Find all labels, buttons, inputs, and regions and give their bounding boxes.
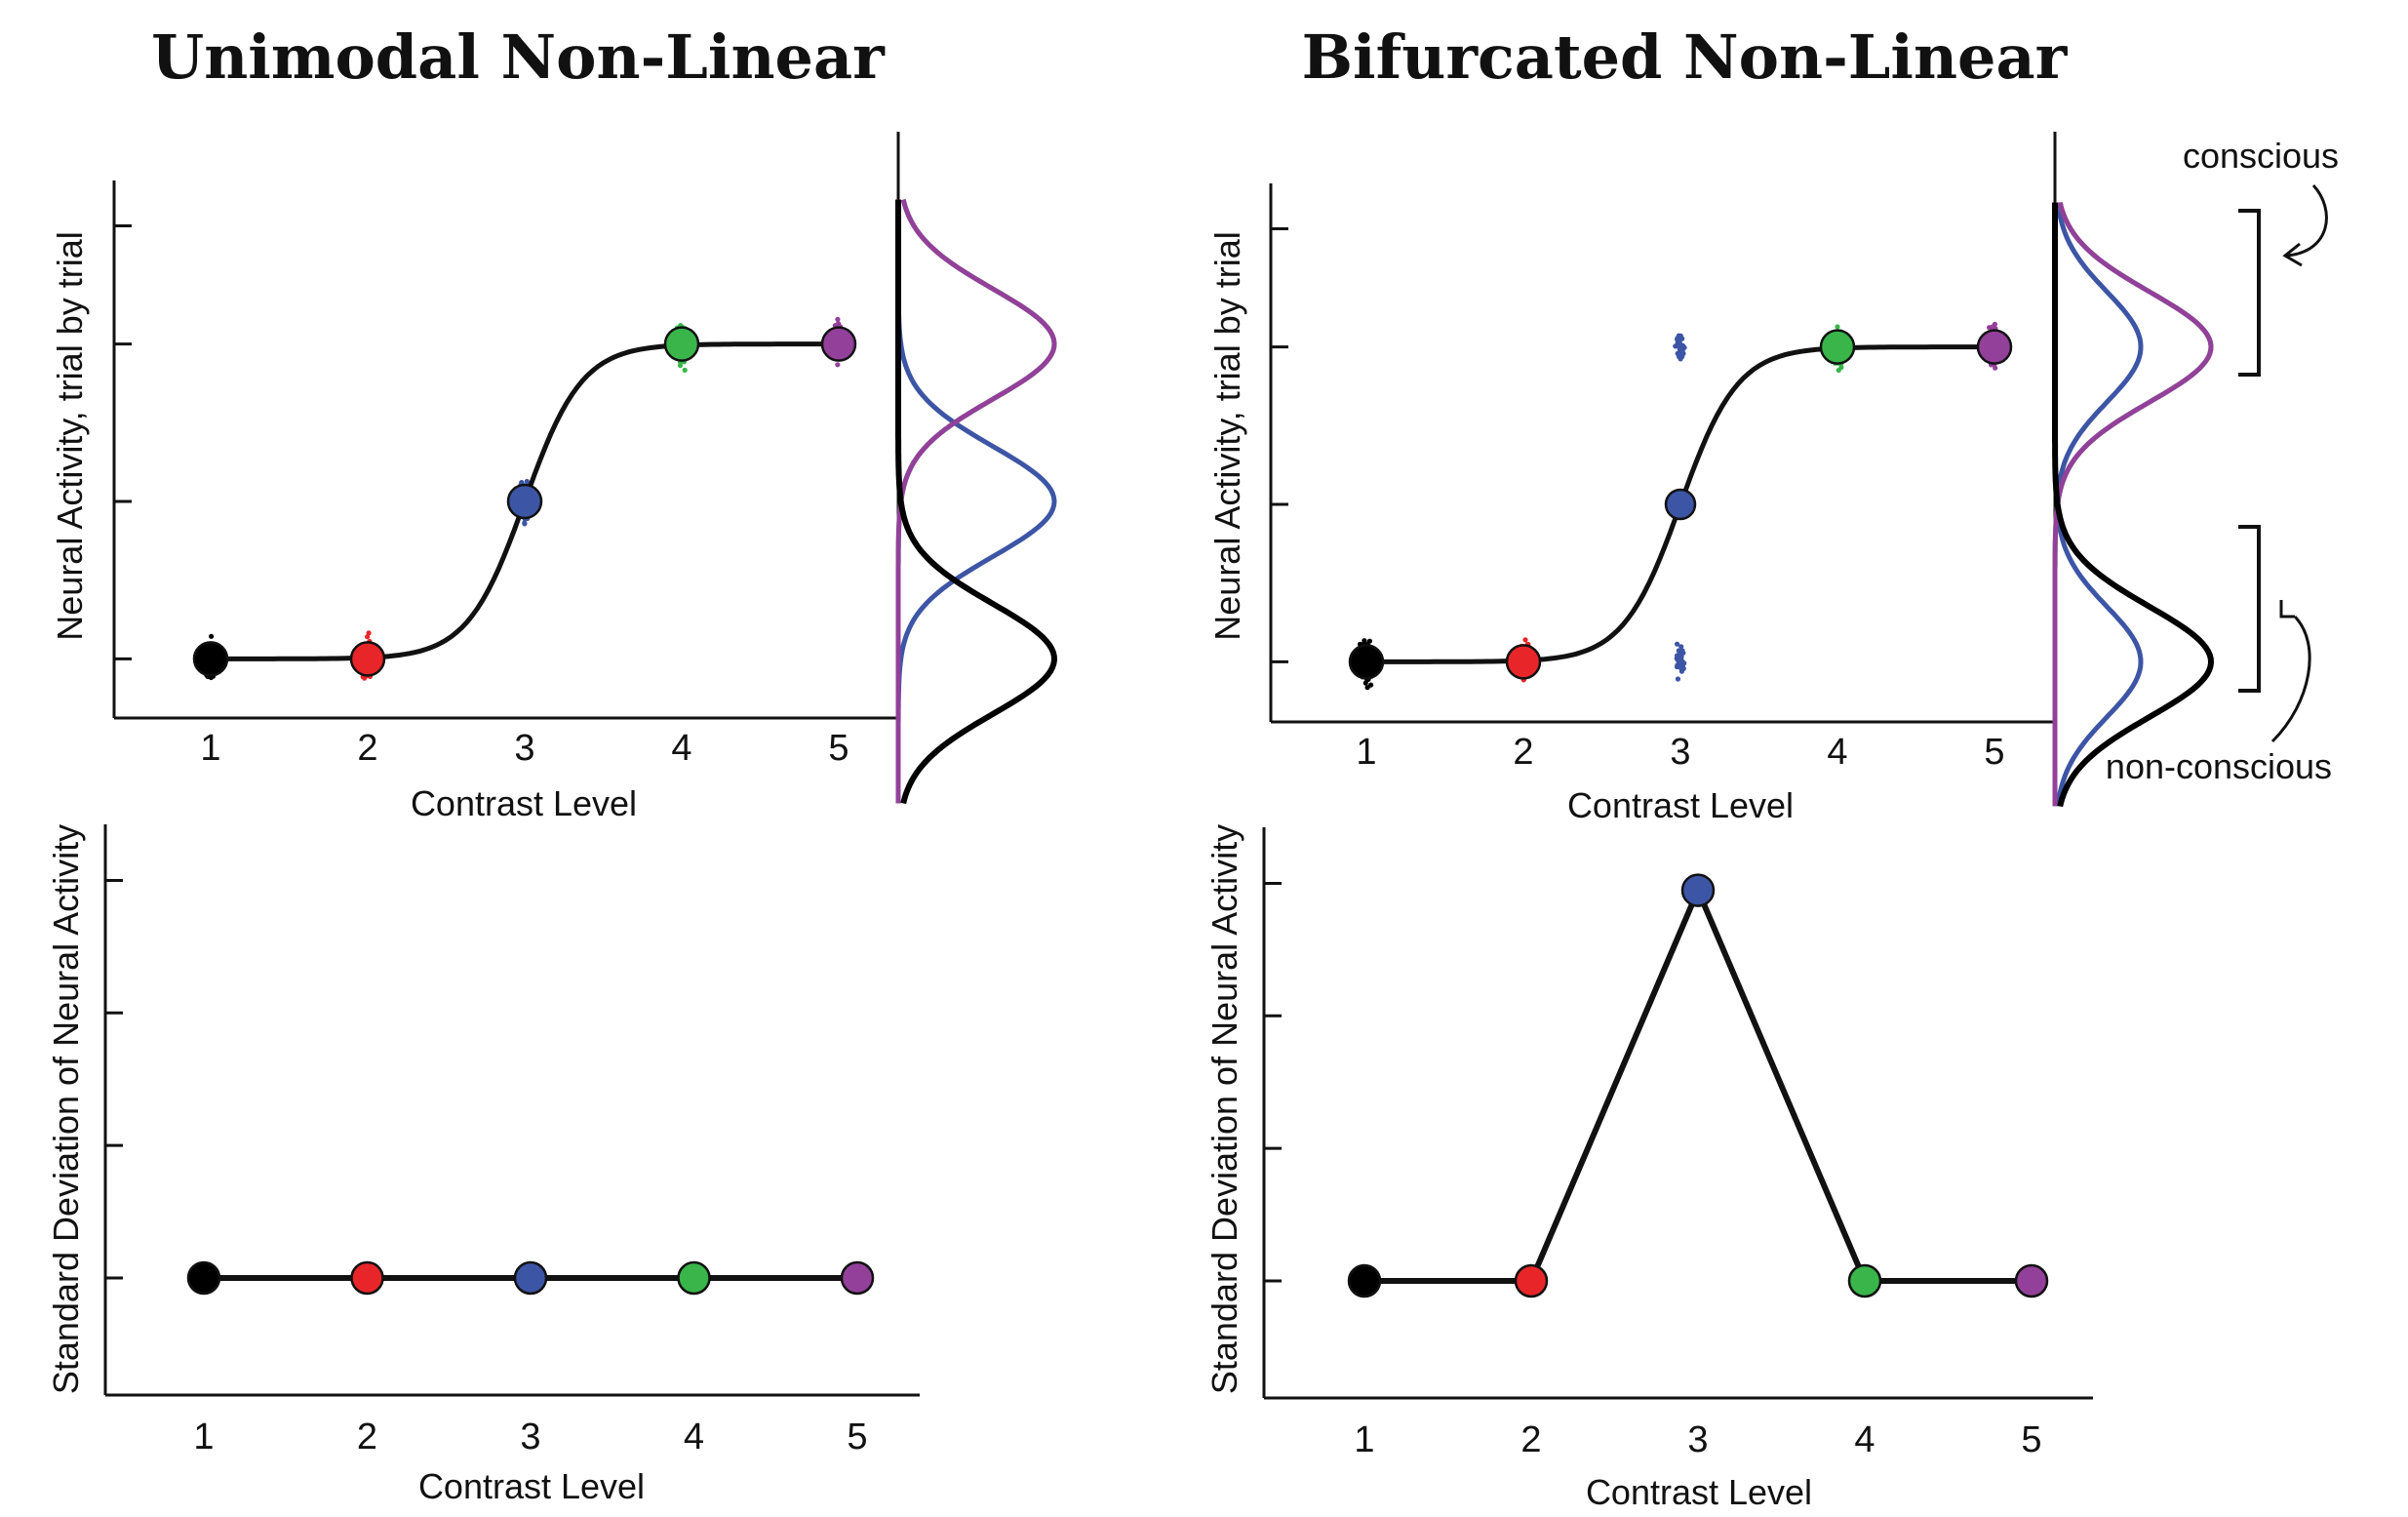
bifurcated-top-trial-point: [1836, 367, 1841, 374]
bifurcated-top-mean-point-3: [1664, 488, 1697, 521]
ylabel-bifurcated-top: Neural Activity, trial by trial: [1207, 231, 1247, 640]
bifurcated-top-trial-point: [1364, 685, 1370, 691]
bifurcated-top-mean-point-2: [1505, 644, 1542, 680]
bifurcated-top-distribution-1: [2052, 202, 2215, 808]
xlabel-unimodal-bottom: Contrast Level: [418, 1466, 645, 1506]
bifurcated-top-trials-3: [1673, 333, 1687, 682]
bifurcated-top-trial-point: [1678, 668, 1684, 674]
unimodal-top-trial-point: [835, 316, 841, 322]
bifurcated-top-mean-point-5: [1976, 329, 2013, 365]
unimodal-top-x-tick-label-1: 1: [200, 728, 220, 769]
bifurcated-bottom-sd-point-3: [1680, 873, 1716, 907]
annotation-non-conscious: non-conscious: [2106, 746, 2332, 786]
bifurcated-top-trial-point: [1366, 638, 1372, 644]
bifurcated-top-trial-point: [1675, 662, 1680, 668]
bifurcated-top-trial-point: [1992, 324, 1997, 330]
unimodal-top-trial-point: [836, 321, 842, 327]
bifurcated-top-x-tick-label-3: 3: [1670, 732, 1690, 773]
title-unimodal: Unimodal Non-Linear: [151, 21, 886, 93]
bifurcated-top-trial-point: [1676, 339, 1681, 344]
bracket-non-conscious: [2238, 525, 2261, 693]
unimodal-bottom-x-tick-label-4: 4: [684, 1417, 704, 1457]
unimodal-bottom-sd-point-1: [186, 1260, 221, 1296]
bifurcated-top-trial-point: [1677, 353, 1682, 359]
unimodal-top-trial-point: [522, 520, 528, 526]
unimodal-top-x-tick-label-4: 4: [671, 728, 691, 769]
bifurcated-top-mean-point-4: [1819, 329, 1856, 365]
unimodal-top-x-tick-label-5: 5: [828, 728, 849, 769]
bifurcated-top-trial-point: [1678, 650, 1683, 656]
bifurcated-bottom-sd-point-1: [1347, 1263, 1382, 1298]
xlabel-bifurcated-bottom: Contrast Level: [1586, 1472, 1812, 1512]
bifurcated-top-trial-point: [1835, 324, 1840, 330]
bifurcated-top-trial-point: [1675, 641, 1680, 647]
arrow-non-conscious: [2270, 600, 2311, 743]
bifurcated-top-trial-point: [1675, 676, 1681, 682]
bifurcated-bottom-sd-point-2: [1514, 1263, 1549, 1298]
bifurcated-top-x-tick-label-1: 1: [1356, 732, 1376, 773]
unimodal-top-x-tick-label-3: 3: [514, 728, 534, 769]
bifurcated-top-trial-point: [1987, 325, 1993, 331]
xlabel-unimodal-top: Contrast Level: [411, 783, 637, 823]
unimodal-top-trial-point: [682, 367, 688, 373]
unimodal-bottom-sd-point-3: [513, 1260, 548, 1296]
bifurcated-bottom-x-tick-label-4: 4: [1854, 1419, 1875, 1460]
bifurcated-bottom-x-tick-label-3: 3: [1687, 1419, 1708, 1460]
ylabel-bifurcated-bottom: Standard Deviation of Neural Activity: [1204, 824, 1244, 1394]
bifurcated-bottom-sd-point-4: [1847, 1263, 1882, 1298]
bifurcated-top-trial-point: [1680, 343, 1686, 349]
unimodal-bottom-x-tick-label-1: 1: [193, 1417, 214, 1457]
bifurcated-top-trial-point: [1362, 680, 1368, 686]
bifurcated-top-trial-point: [1679, 660, 1686, 667]
unimodal-bottom-x-tick-label-2: 2: [357, 1417, 377, 1457]
unimodal-bottom-sd-point-4: [677, 1260, 711, 1296]
bifurcated-top-trial-point: [1522, 637, 1528, 643]
plots-layer: 1 2 3 4 5 1 2 3 4 5 1 2 3 4 5 1 2 3 4 5: [103, 132, 2215, 1460]
unimodal-bottom-x-tick-label-5: 5: [847, 1417, 867, 1457]
unimodal-top-mean-point-5: [820, 326, 857, 362]
unimodal-top-trial-point: [365, 634, 371, 640]
arrow-conscious: [2282, 183, 2328, 267]
bifurcated-top-x-tick-label-2: 2: [1513, 732, 1533, 773]
unimodal-top-mean-point-3: [506, 483, 543, 520]
unimodal-top-trial-point: [209, 633, 215, 639]
ylabel-unimodal-bottom: Standard Deviation of Neural Activity: [46, 824, 86, 1394]
bifurcated-bottom-x-tick-label-1: 1: [1354, 1419, 1374, 1460]
unimodal-top-mean-point-4: [663, 326, 700, 362]
bifurcated-top-trial-point: [1678, 644, 1684, 650]
bifurcated-top-x-tick-label-5: 5: [1984, 732, 2004, 773]
unimodal-top-trial-point: [835, 362, 841, 368]
bifurcated-top-trial-point: [1680, 350, 1686, 356]
annotation-conscious: conscious: [2183, 136, 2339, 176]
bracket-conscious: [2238, 209, 2261, 377]
bifurcated-bottom-x-tick-label-2: 2: [1520, 1419, 1541, 1460]
bifurcated-top-trial-point: [1677, 658, 1682, 663]
bifurcated-bottom-sd-point-5: [2014, 1263, 2049, 1298]
xlabel-bifurcated-top: Contrast Level: [1567, 785, 1794, 825]
bifurcated-top-mean-point-1: [1348, 644, 1385, 680]
ylabel-unimodal-top: Neural Activity, trial by trial: [50, 231, 90, 640]
unimodal-bottom-sd-point-5: [840, 1260, 875, 1296]
bifurcated-top-trial-point: [1993, 365, 1998, 371]
unimodal-top-mean-point-1: [192, 641, 229, 677]
unimodal-top-x-tick-label-2: 2: [357, 728, 377, 769]
unimodal-top-distribution-1: [895, 199, 1058, 805]
bifurcated-top-x-tick-label-4: 4: [1827, 732, 1847, 773]
title-bifurcated: Bifurcated Non-Linear: [1302, 21, 2069, 93]
unimodal-bottom-sd-point-2: [350, 1260, 384, 1296]
bifurcated-top-trial-point: [1362, 638, 1367, 644]
unimodal-bottom-x-tick-label-3: 3: [520, 1417, 540, 1457]
bifurcated-top-trial-point: [1679, 336, 1685, 341]
bifurcated-bottom-x-tick-label-5: 5: [2021, 1419, 2041, 1460]
unimodal-top-mean-point-2: [349, 641, 386, 677]
